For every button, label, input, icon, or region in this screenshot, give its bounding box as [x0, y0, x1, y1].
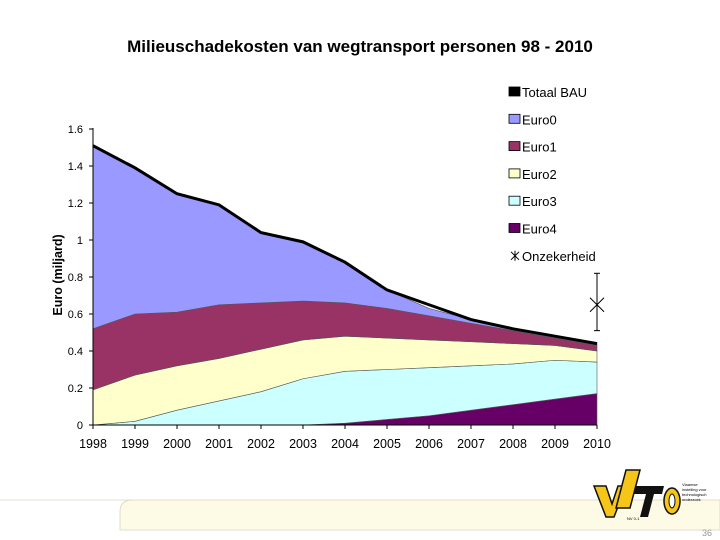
legend-swatch — [508, 86, 521, 97]
legend-label: Totaal BAU — [522, 85, 587, 100]
y-tick-label: 0.4 — [68, 346, 83, 358]
x-tick-label: 1998 — [79, 437, 107, 451]
legend-label: Euro3 — [522, 194, 557, 209]
x-tick-label: 2010 — [583, 437, 611, 451]
totaal-bau-line — [92, 144, 598, 346]
x-tick-label: 2006 — [415, 437, 443, 451]
legend-swatch — [510, 250, 520, 261]
legend-swatch — [508, 223, 521, 233]
x-tick-label: 2002 — [247, 437, 275, 451]
legend-swatch — [508, 113, 521, 124]
legend-item-onzekerheid: Onzekerheid — [510, 249, 596, 264]
footer-band — [0, 499, 720, 531]
y-tick-label: 0.8 — [68, 272, 83, 284]
y-tick-label: 1.4 — [68, 161, 83, 173]
x-tick-label: 2001 — [205, 437, 233, 451]
x-tick-label: 2000 — [163, 437, 191, 451]
y-tick-label: 1.6 — [68, 124, 83, 136]
y-tick-label: 0 — [77, 420, 83, 432]
x-tick-label: 2004 — [331, 437, 359, 451]
y-tick-label: 1.2 — [68, 198, 83, 210]
legend-item-euro1: Euro1 — [508, 140, 557, 155]
x-tick-label: 2008 — [499, 437, 527, 451]
onzekerheid-marker — [589, 272, 605, 332]
legend-label: Onzekerheid — [522, 249, 596, 264]
legend-swatch — [508, 141, 521, 152]
legend-swatch — [508, 168, 521, 179]
x-tick-labels: 1998 1999 2000 2001 2002 2003 2004 2005 2006 2007… — [79, 425, 611, 451]
legend: Totaal BAU Euro0 Euro1 Euro2 Euro3 Euro4 Onzek… — [508, 85, 596, 264]
y-tick-label: 0.2 — [68, 383, 83, 395]
page-number: 36 — [702, 528, 712, 538]
legend-label: Euro4 — [522, 222, 557, 237]
vito-tagline: Vlaamse instelling voor technologisch on… — [682, 482, 708, 502]
onzekerheid-x-marker — [589, 297, 605, 313]
legend-label: Euro0 — [522, 112, 557, 127]
x-tick-label: 1999 — [121, 437, 149, 451]
chart-title: Milieuschadekosten van wegtransport pers… — [127, 37, 593, 56]
y-tick-label: 1 — [77, 235, 83, 247]
totaal-bau-series — [92, 144, 598, 346]
x-tick-label: 2005 — [373, 437, 401, 451]
vito-logo: NV 0-1 Vlaamse instelling voor technolog… — [592, 469, 708, 521]
legend-label: Euro2 — [522, 167, 557, 182]
legend-swatch — [508, 195, 521, 206]
legend-item-totaal-bau: Totaal BAU — [508, 85, 587, 100]
legend-label: Euro1 — [522, 140, 557, 155]
legend-item-euro0: Euro0 — [508, 112, 557, 127]
y-tick-label: 0.6 — [68, 309, 83, 321]
vito-logo-sub: NV 0-1 — [627, 516, 640, 521]
x-tick-label: 2007 — [457, 437, 485, 451]
legend-item-euro4: Euro4 — [508, 222, 557, 237]
x-tick-label: 2003 — [289, 437, 317, 451]
y-tick-labels: 0 0.2 0.4 0.6 0.8 1 1.2 1.4 1.6 — [68, 124, 93, 432]
y-axis-label: Euro (miljard) — [51, 234, 65, 315]
legend-item-euro3: Euro3 — [508, 194, 557, 209]
legend-item-euro2: Euro2 — [508, 167, 557, 182]
x-tick-label: 2009 — [541, 437, 569, 451]
